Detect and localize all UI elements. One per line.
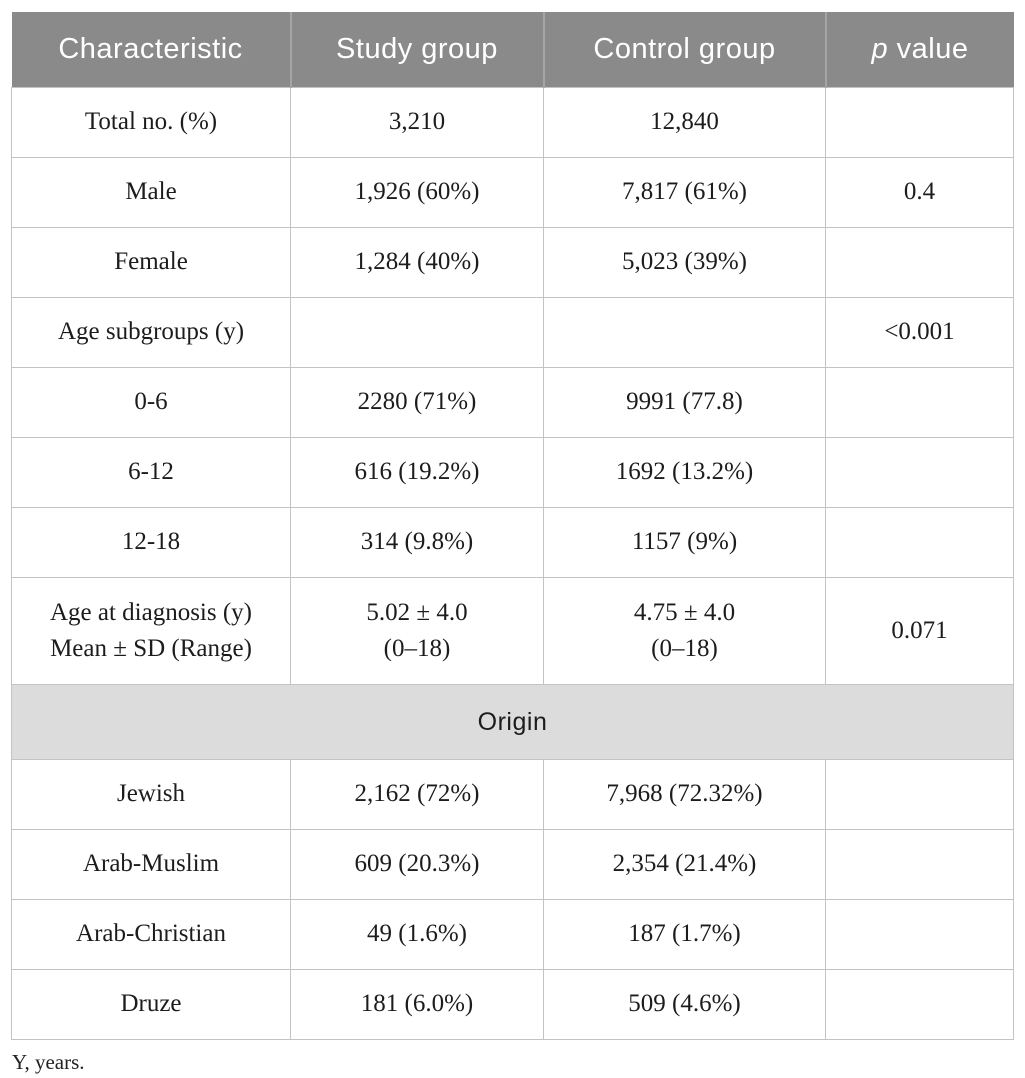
table-row-druze: Druze 181 (6.0%) 509 (4.6%) xyxy=(11,969,1014,1040)
cell-p xyxy=(825,87,1014,158)
p-rest: value xyxy=(888,33,969,65)
table-row-jewish: Jewish 2,162 (72%) 7,968 (72.32%) xyxy=(11,759,1014,830)
cell-p xyxy=(825,227,1014,298)
cell-p: 0.4 xyxy=(825,157,1014,228)
table-row-age-12-18: 12-18 314 (9.8%) 1157 (9%) xyxy=(11,507,1014,578)
cell-study: 2280 (71%) xyxy=(290,367,544,438)
cell-study: 616 (19.2%) xyxy=(290,437,544,508)
cell-p xyxy=(825,437,1014,508)
table-row-total: Total no. (%) 3,210 12,840 xyxy=(11,87,1014,158)
cell-p: 0.071 xyxy=(825,577,1014,685)
cell-characteristic: Age subgroups (y) xyxy=(11,297,291,368)
cell-characteristic: 0-6 xyxy=(11,367,291,438)
cell-study: 181 (6.0%) xyxy=(290,969,544,1040)
cell-control: 7,817 (61%) xyxy=(543,157,826,228)
cell-characteristic: Female xyxy=(11,227,291,298)
section-header-origin: Origin xyxy=(11,684,1014,760)
header-row: Characteristic Study group Control group… xyxy=(11,12,1014,88)
cell-p xyxy=(825,969,1014,1040)
cell-characteristic: Arab-Christian xyxy=(11,899,291,970)
cell-control: 509 (4.6%) xyxy=(543,969,826,1040)
header-p-value: p value xyxy=(824,12,1014,88)
cell-p xyxy=(825,759,1014,830)
cell-control xyxy=(543,297,826,368)
cell-p xyxy=(825,829,1014,900)
cell-study: 5.02 ± 4.0 (0–18) xyxy=(290,577,544,685)
cell-characteristic: 6-12 xyxy=(11,437,291,508)
cell-control: 2,354 (21.4%) xyxy=(543,829,826,900)
cell-study: 609 (20.3%) xyxy=(290,829,544,900)
cell-control: 5,023 (39%) xyxy=(543,227,826,298)
cell-p xyxy=(825,507,1014,578)
cell-study: 2,162 (72%) xyxy=(290,759,544,830)
header-control-group: Control group xyxy=(542,12,826,88)
cell-control: 1157 (9%) xyxy=(543,507,826,578)
table-row-age-0-6: 0-6 2280 (71%) 9991 (77.8) xyxy=(11,367,1014,438)
header-study-group: Study group xyxy=(289,12,544,88)
cell-control: 1692 (13.2%) xyxy=(543,437,826,508)
cell-study: 49 (1.6%) xyxy=(290,899,544,970)
cell-characteristic: Male xyxy=(11,157,291,228)
table-row-female: Female 1,284 (40%) 5,023 (39%) xyxy=(11,227,1014,298)
characteristics-table: Characteristic Study group Control group… xyxy=(11,12,1014,1040)
cell-control: 9991 (77.8) xyxy=(543,367,826,438)
table-row-age-at-diagnosis: Age at diagnosis (y) Mean ± SD (Range) 5… xyxy=(11,577,1014,685)
cell-control: 7,968 (72.32%) xyxy=(543,759,826,830)
p-symbol: p xyxy=(871,33,889,65)
cell-p xyxy=(825,899,1014,970)
cell-characteristic: Age at diagnosis (y) Mean ± SD (Range) xyxy=(11,577,291,685)
cell-study: 314 (9.8%) xyxy=(290,507,544,578)
table-row-age-subgroups: Age subgroups (y) <0.001 xyxy=(11,297,1014,368)
header-characteristic: Characteristic xyxy=(11,12,291,88)
table-row-arab-muslim: Arab-Muslim 609 (20.3%) 2,354 (21.4%) xyxy=(11,829,1014,900)
table-row-male: Male 1,926 (60%) 7,817 (61%) 0.4 xyxy=(11,157,1014,228)
cell-study: 3,210 xyxy=(290,87,544,158)
cell-p xyxy=(825,367,1014,438)
section-row-origin: Origin xyxy=(11,684,1014,760)
footnote: Y, years. xyxy=(12,1050,85,1074)
cell-control: 12,840 xyxy=(543,87,826,158)
table-row-age-6-12: 6-12 616 (19.2%) 1692 (13.2%) xyxy=(11,437,1014,508)
cell-control: 4.75 ± 4.0 (0–18) xyxy=(543,577,826,685)
cell-characteristic: Total no. (%) xyxy=(11,87,291,158)
cell-study: 1,926 (60%) xyxy=(290,157,544,228)
cell-study xyxy=(290,297,544,368)
cell-control: 187 (1.7%) xyxy=(543,899,826,970)
table-row-arab-christian: Arab-Christian 49 (1.6%) 187 (1.7%) xyxy=(11,899,1014,970)
cell-study: 1,284 (40%) xyxy=(290,227,544,298)
cell-p: <0.001 xyxy=(825,297,1014,368)
cell-characteristic: Arab-Muslim xyxy=(11,829,291,900)
cell-characteristic: Druze xyxy=(11,969,291,1040)
cell-characteristic: 12-18 xyxy=(11,507,291,578)
cell-characteristic: Jewish xyxy=(11,759,291,830)
